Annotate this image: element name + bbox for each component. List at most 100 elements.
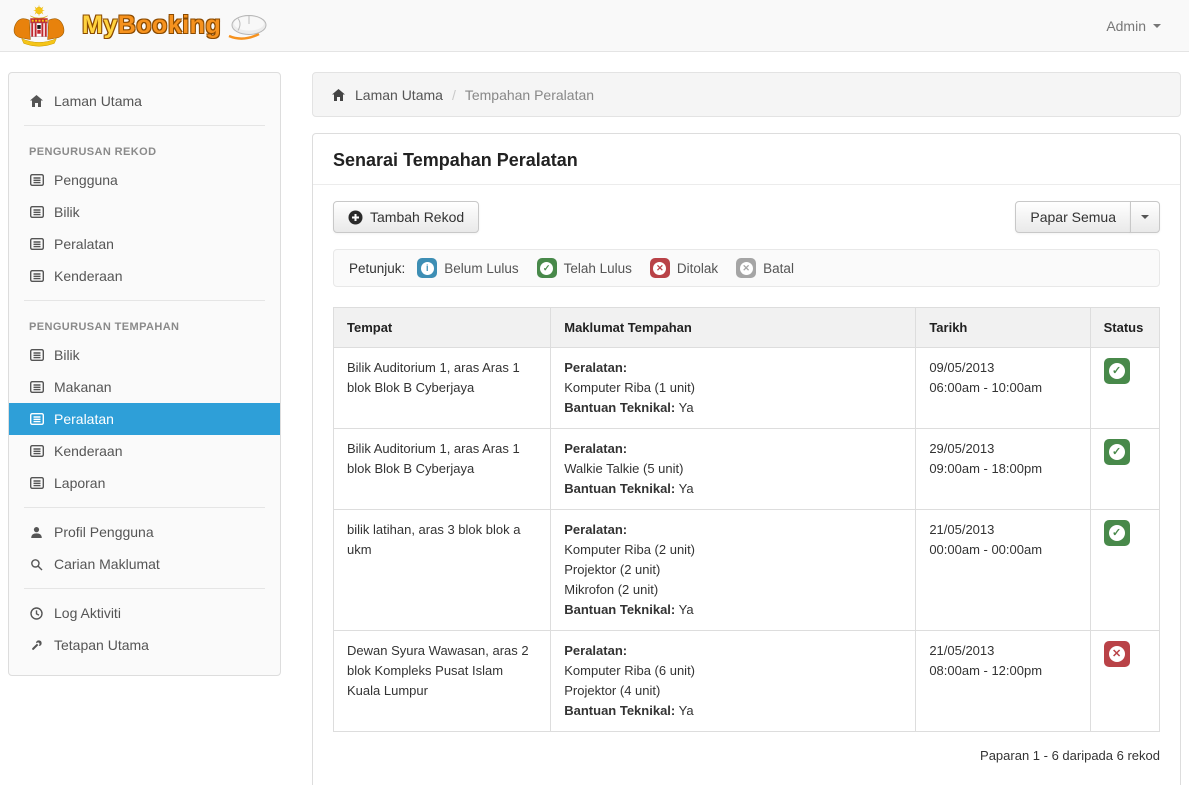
show-all-button[interactable]: Papar Semua xyxy=(1015,201,1131,233)
title-divider xyxy=(313,184,1180,185)
breadcrumb-current: Tempahan Peralatan xyxy=(464,86,595,103)
legend-label: Petunjuk: xyxy=(349,260,406,276)
technical-label: Bantuan Teknikal: xyxy=(564,602,676,617)
sidebar-divider xyxy=(24,588,265,589)
show-all-caret-button[interactable] xyxy=(1130,201,1160,233)
malaysia-coat-of-arms-logo xyxy=(13,4,65,47)
equipment-label: Peralatan: xyxy=(564,441,628,456)
breadcrumb-separator: / xyxy=(451,86,456,103)
admin-menu[interactable]: Admin xyxy=(1106,18,1161,34)
legend-item-batal: ✕ Batal xyxy=(736,258,794,278)
sidebar-item-label: Profil Pengguna xyxy=(54,524,154,540)
equipment-item: Komputer Riba (1 unit) xyxy=(564,380,696,395)
sidebar-item-label: Makanan xyxy=(54,379,112,395)
caret-down-icon xyxy=(1153,23,1161,28)
list-icon xyxy=(29,445,44,457)
sidebar-item-label: Laman Utama xyxy=(54,93,142,109)
booking-date: 21/05/2013 xyxy=(929,522,995,537)
sidebar-item-rekod-bilik[interactable]: Bilik xyxy=(9,196,280,228)
sidebar-item-laman-utama[interactable]: Laman Utama xyxy=(9,85,280,117)
approved-status-badge: ✓ xyxy=(1103,520,1130,546)
legend-item-label: Ditolak xyxy=(676,260,719,276)
tempat-cell: bilik latihan, aras 3 blok blok a ukm xyxy=(332,509,552,631)
list-icon xyxy=(29,238,44,250)
status-cell: ✓ xyxy=(1089,509,1161,631)
booking-time: 09:00am - 18:00pm xyxy=(929,461,1043,476)
main-panel: Senarai Tempahan Peralatan Tambah Rekod … xyxy=(312,133,1181,785)
status-cell: ✓ xyxy=(1089,428,1161,510)
approved-status-badge: ✓ xyxy=(1103,358,1130,384)
sidebar-heading-pengurusan-tempahan: PENGURUSAN TEMPAHAN xyxy=(29,321,180,333)
legend-item-ditolak: ✕ Ditolak xyxy=(649,258,719,278)
app-header: My Booking Admin xyxy=(0,0,1189,52)
sidebar-item-label: Log Aktiviti xyxy=(54,605,121,621)
sidebar-item-rekod-peralatan[interactable]: Peralatan xyxy=(9,228,280,260)
sidebar-item-tempahan-peralatan-active[interactable]: Peralatan xyxy=(9,403,280,435)
sidebar-divider xyxy=(24,507,265,508)
sidebar-item-laporan[interactable]: Laporan xyxy=(9,467,280,499)
sidebar-item-profil-pengguna[interactable]: Profil Pengguna xyxy=(9,516,280,548)
sidebar-divider xyxy=(24,300,265,301)
technical-label: Bantuan Teknikal: xyxy=(564,400,676,415)
tarikh-cell: 21/05/2013 00:00am - 00:00am xyxy=(915,509,1091,631)
sidebar-item-tempahan-kenderaan[interactable]: Kenderaan xyxy=(9,435,280,467)
equipment-item: Walkie Talkie (5 unit) xyxy=(564,461,684,476)
add-record-button[interactable]: Tambah Rekod xyxy=(333,201,480,233)
sidebar-item-tempahan-bilik[interactable]: Bilik xyxy=(9,339,280,371)
maklumat-cell: Peralatan: Komputer Riba (1 unit) Bantua… xyxy=(550,347,917,429)
sidebar-heading-pengurusan-rekod: PENGURUSAN REKOD xyxy=(29,146,157,158)
tempat-cell: Dewan Syura Wawasan, aras 2 blok Komplek… xyxy=(332,630,552,732)
sidebar-item-label: Bilik xyxy=(54,204,80,220)
tarikh-cell: 21/05/2013 08:00am - 12:00pm xyxy=(915,630,1091,732)
toolbar: Tambah Rekod Papar Semua xyxy=(333,201,1160,233)
approved-status-badge: ✓ xyxy=(1103,439,1130,465)
booking-time: 06:00am - 10:00am xyxy=(929,380,1043,395)
plus-circle-icon xyxy=(348,210,363,225)
sidebar-item-carian-maklumat[interactable]: Carian Maklumat xyxy=(9,548,280,580)
pagination-summary: Paparan 1 - 6 daripada 6 rekod xyxy=(980,748,1160,763)
legend-item-telah-lulus: ✓ Telah Lulus xyxy=(536,258,632,278)
brand: My Booking xyxy=(10,3,269,49)
breadcrumb-link-laman-utama[interactable]: Laman Utama xyxy=(355,86,443,103)
technical-value: Ya xyxy=(678,703,694,718)
equipment-item: Komputer Riba (2 unit) xyxy=(564,542,696,557)
sidebar: Laman Utama PENGURUSAN REKOD Pengguna Bi… xyxy=(8,72,281,676)
admin-menu-label: Admin xyxy=(1106,17,1146,34)
sidebar-item-tempahan-makanan[interactable]: Makanan xyxy=(9,371,280,403)
equipment-item: Projektor (4 unit) xyxy=(564,683,661,698)
tarikh-cell: 09/05/2013 06:00am - 10:00am xyxy=(915,347,1091,429)
column-header-tempat: Tempat xyxy=(332,307,552,348)
sidebar-item-rekod-kenderaan[interactable]: Kenderaan xyxy=(9,260,280,292)
sidebar-item-tetapan-utama[interactable]: Tetapan Utama xyxy=(9,629,280,661)
main-content: Laman Utama / Tempahan Peralatan Senarai… xyxy=(312,72,1181,785)
legend-item-belum-lulus: i Belum Lulus xyxy=(417,258,519,278)
table-row: Bilik Auditorium 1, aras Aras 1 blok Blo… xyxy=(332,347,1161,429)
status-legend: Petunjuk: i Belum Lulus ✓ Telah Lulus ✕ … xyxy=(333,249,1160,287)
add-record-label: Tambah Rekod xyxy=(370,209,465,225)
maklumat-cell: Peralatan: Walkie Talkie (5 unit) Bantua… xyxy=(550,428,917,510)
booking-date: 09/05/2013 xyxy=(929,360,995,375)
equipment-item: Projektor (2 unit) xyxy=(564,562,661,577)
sidebar-item-log-aktiviti[interactable]: Log Aktiviti xyxy=(9,597,280,629)
tempat-cell: Bilik Auditorium 1, aras Aras 1 blok Blo… xyxy=(332,428,552,510)
maklumat-cell: Peralatan: Komputer Riba (2 unit) Projek… xyxy=(550,509,917,631)
technical-value: Ya xyxy=(678,400,694,415)
status-cell: ✕ xyxy=(1089,630,1161,732)
list-icon xyxy=(29,206,44,218)
sidebar-item-label: Carian Maklumat xyxy=(54,556,160,572)
page-title: Senarai Tempahan Peralatan xyxy=(333,150,578,170)
list-icon xyxy=(29,413,44,425)
booking-time: 08:00am - 12:00pm xyxy=(929,663,1043,678)
table-header-row: Tempat Maklumat Tempahan Tarikh Status xyxy=(332,307,1161,348)
column-header-maklumat: Maklumat Tempahan xyxy=(550,307,917,348)
home-icon xyxy=(29,94,44,108)
table-row: bilik latihan, aras 3 blok blok a ukm Pe… xyxy=(332,509,1161,631)
sidebar-item-label: Bilik xyxy=(54,347,80,363)
sidebar-item-rekod-pengguna[interactable]: Pengguna xyxy=(9,164,280,196)
rejected-status-icon: ✕ xyxy=(649,258,670,278)
sidebar-item-label: Tetapan Utama xyxy=(54,637,149,653)
legend-item-label: Batal xyxy=(763,260,794,276)
booking-time: 00:00am - 00:00am xyxy=(929,542,1043,557)
sidebar-item-label: Kenderaan xyxy=(54,443,123,459)
brand-name-my: My xyxy=(82,11,118,39)
